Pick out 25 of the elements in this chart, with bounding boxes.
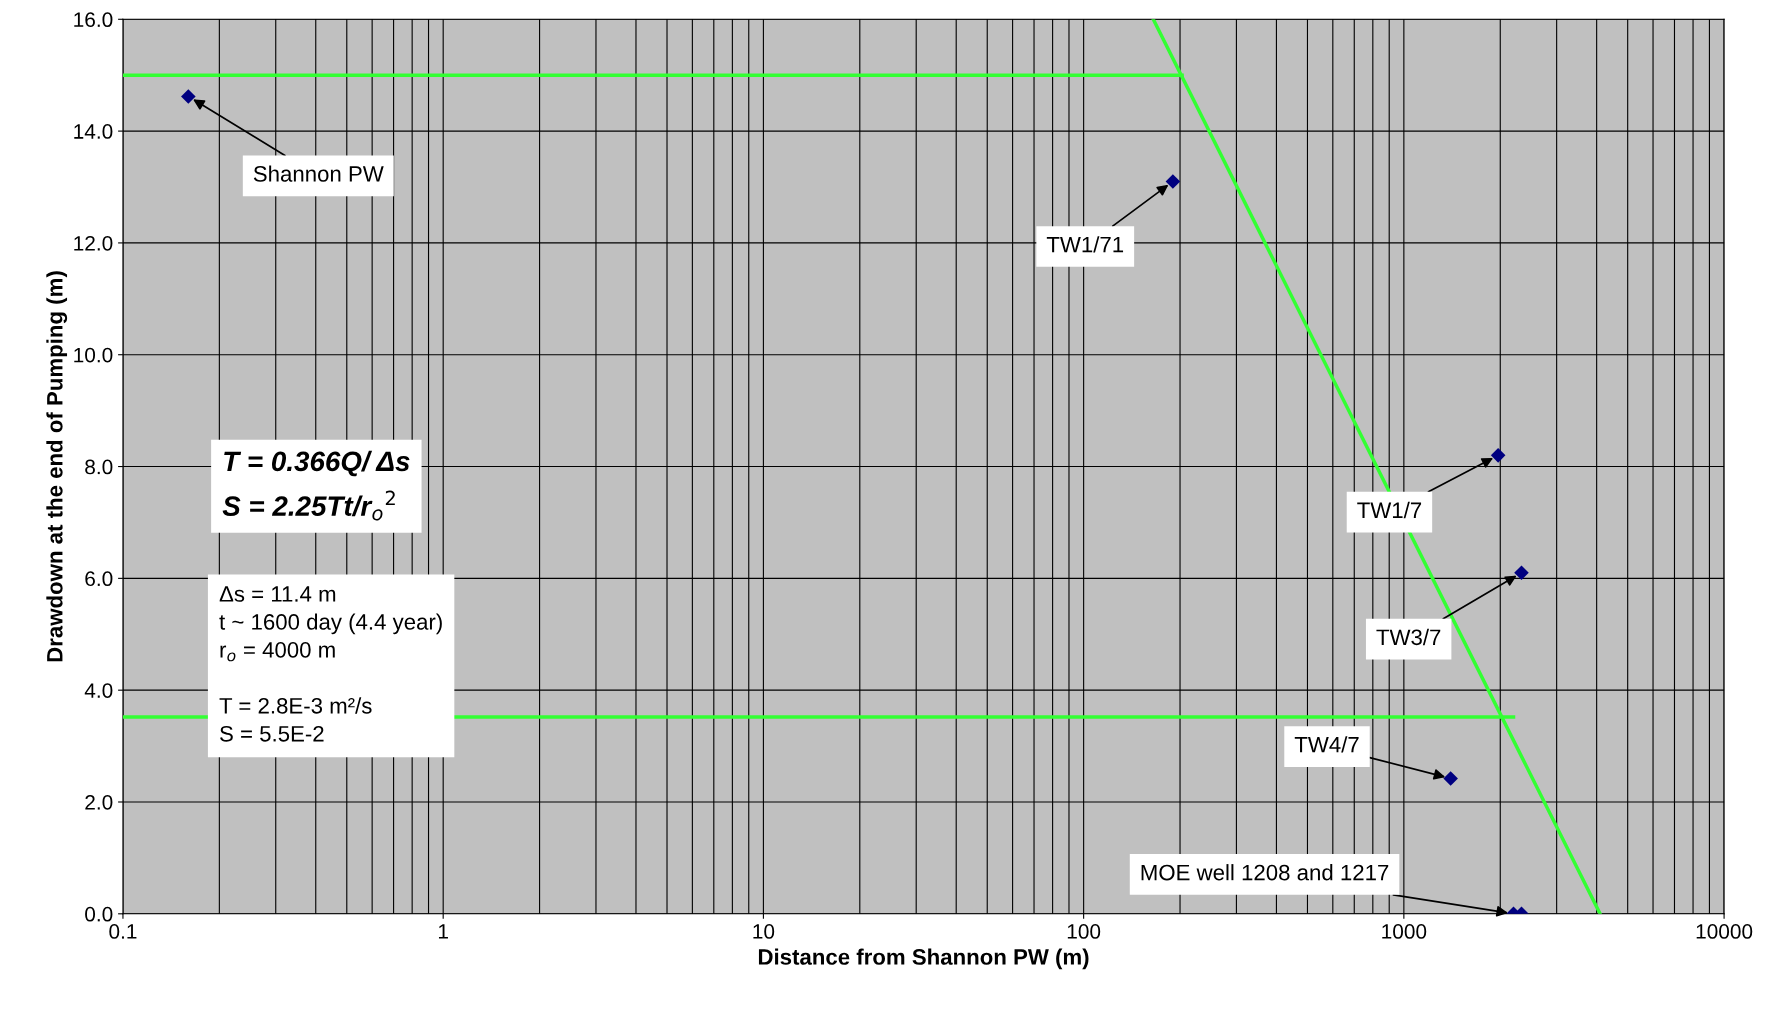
annotation: MOE well 1208 and 1217 (1141, 864, 1389, 881)
annotation: T = 0.366Q/ Δs S = 2.25Tt/r$_{o}$$^{2}$ (222, 450, 410, 521)
annotation: TW3/7 (1376, 628, 1441, 646)
y-tick-label: 8.0 (85, 459, 113, 475)
text: Δs = 11.4 m t ~ 1600 day (4.4 year) r$_{o}$ = 4000 m T = 2.8E-3 m²/s S = 5.5E-2 (219, 586, 442, 742)
x-tick-label: 0.1 (109, 924, 137, 939)
x-tick-label: 100 (1067, 924, 1101, 939)
annotation: TW4/7 (1294, 736, 1359, 753)
y-tick-label: 0.0 (85, 906, 113, 922)
x-tick-label: 1000 (1382, 924, 1427, 939)
y-tick-label: 4.0 (84, 683, 113, 698)
annotation: TW1/71 (1046, 236, 1124, 253)
annotation: Shannon PW (253, 165, 384, 182)
x-axis-title: Distance from Shannon PW (m) (758, 948, 1089, 970)
y-tick-label: 16.0 (74, 12, 113, 28)
y-tick-label: 14.0 (74, 124, 113, 139)
y-tick-label: 10.0 (74, 347, 113, 363)
y-axis-title: Drawdown at the end of Pumping (m) (46, 271, 68, 662)
x-tick-label: 10000 (1696, 924, 1753, 939)
y-tick-label: 6.0 (85, 571, 113, 587)
y-tick-label: 2.0 (85, 794, 113, 810)
x-tick-label: 1 (438, 924, 448, 939)
x-tick-label: 10 (753, 924, 775, 939)
y-tick-label: 12.0 (74, 235, 113, 251)
annotation: TW1/7 (1357, 501, 1422, 519)
